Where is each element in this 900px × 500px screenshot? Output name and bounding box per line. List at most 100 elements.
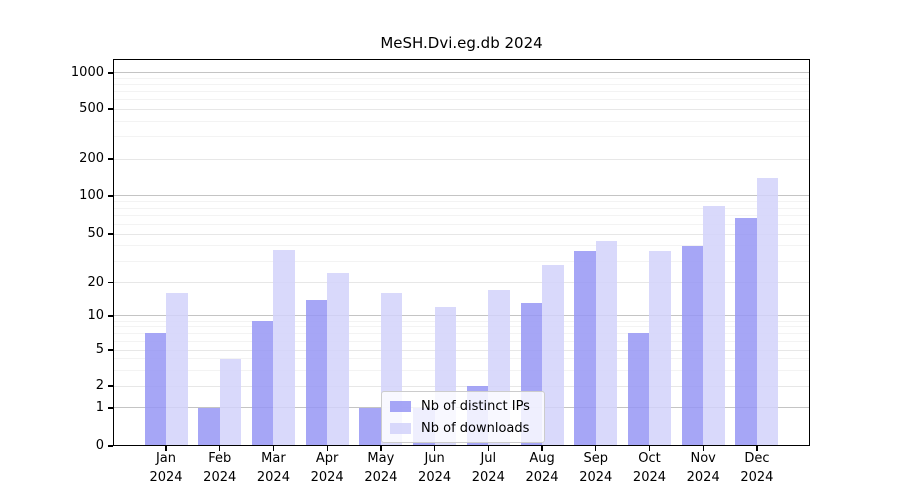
y-tick-label: 100 (79, 188, 104, 203)
x-tick-label-month: Jan (155, 451, 177, 466)
x-tick-mark (165, 446, 167, 451)
bar-downloads-jan (166, 293, 188, 446)
gridline (114, 233, 809, 235)
x-tick-label-year: 2024 (418, 470, 452, 485)
x-tick-mark (219, 446, 221, 451)
x-tick-label-month: Aug (529, 451, 555, 466)
gridline (114, 158, 809, 160)
minor-gridline (114, 84, 809, 86)
gridline (114, 385, 809, 387)
x-tick-mark (595, 446, 597, 451)
bar-downloads-oct (649, 251, 671, 446)
legend-label: Nb of distinct IPs (421, 398, 530, 414)
x-tick-label-year: 2024 (203, 470, 237, 485)
minor-gridline (114, 207, 809, 209)
y-tick-label: 1000 (70, 65, 104, 80)
x-tick-label-month: Nov (690, 451, 716, 466)
x-tick-label-year: 2024 (525, 470, 559, 485)
y-tick-label: 200 (79, 151, 104, 166)
minor-gridline (114, 320, 809, 322)
x-tick-label-month: Dec (744, 451, 770, 466)
minor-gridline (114, 260, 809, 262)
minor-gridline (114, 245, 809, 247)
y-tick-label: 0 (95, 438, 104, 453)
x-tick-label-month: Jun (424, 451, 445, 466)
x-tick-label-year: 2024 (310, 470, 344, 485)
x-tick-label-year: 2024 (740, 470, 774, 485)
legend-item: Nb of downloads (390, 417, 536, 439)
y-tick-label: 5 (95, 342, 104, 357)
y-tick-mark (108, 407, 113, 409)
bar-distinct-ips-nov (681, 245, 704, 446)
x-tick-label-month: Jul (480, 451, 497, 466)
bar-downloads-apr (327, 272, 349, 446)
y-tick-mark (108, 445, 113, 447)
bar-distinct-ips-sep (574, 251, 596, 446)
minor-gridline (114, 358, 809, 360)
bar-downloads-sep (595, 240, 618, 446)
minor-gridline (114, 136, 809, 138)
bar-distinct-ips-apr (305, 299, 328, 446)
x-tick-label-year: 2024 (579, 470, 613, 485)
minor-gridline (114, 99, 809, 101)
chart-title: MeSH.Dvi.eg.db 2024 (380, 34, 543, 52)
bar-downloads-nov (703, 206, 725, 446)
minor-gridline (114, 77, 809, 79)
y-tick-mark (108, 281, 113, 284)
minor-gridline (114, 369, 809, 371)
legend-swatch-icon (390, 400, 411, 412)
y-tick-label: 20 (87, 274, 104, 290)
y-tick-label: 500 (79, 101, 104, 116)
bar-distinct-ips-mar (251, 321, 274, 446)
x-tick-label-year: 2024 (256, 470, 290, 485)
minor-gridline (114, 120, 809, 122)
y-tick-mark (108, 233, 113, 235)
minor-gridline (114, 215, 809, 217)
legend-label: Nb of downloads (421, 420, 530, 436)
x-tick-label-month: Feb (208, 451, 232, 466)
x-tick-mark (541, 446, 543, 451)
legend-item: Nb of distinct IPs (390, 395, 536, 417)
major-gridline (114, 315, 809, 317)
y-tick-mark (108, 72, 113, 74)
y-tick-label: 50 (87, 226, 104, 241)
legend-swatch-icon (390, 422, 411, 434)
x-tick-mark (702, 446, 704, 451)
bar-distinct-ips-oct (627, 333, 650, 446)
bar-downloads-mar (273, 249, 295, 446)
y-tick-mark (108, 349, 113, 351)
bar-downloads-dec (756, 178, 779, 446)
x-tick-label-month: Mar (261, 451, 286, 466)
gridline (114, 282, 809, 283)
bar-distinct-ips-may (359, 408, 381, 446)
y-tick-mark (108, 315, 113, 317)
x-tick-label-month: Sep (583, 451, 608, 466)
y-tick-label: 1 (95, 400, 104, 415)
y-tick-mark (108, 158, 113, 160)
x-tick-mark (487, 446, 490, 451)
gridline (114, 349, 809, 351)
y-tick-mark (108, 195, 113, 197)
x-tick-mark (380, 446, 382, 451)
x-tick-label-year: 2024 (471, 470, 505, 485)
x-tick-mark (756, 446, 758, 451)
x-tick-mark (648, 446, 651, 451)
y-tick-label: 2 (95, 378, 104, 393)
minor-gridline (114, 326, 809, 328)
y-tick-label: 10 (87, 308, 104, 323)
x-tick-label-year: 2024 (632, 470, 667, 485)
minor-gridline (114, 332, 809, 334)
bar-distinct-ips-dec (735, 217, 757, 446)
minor-gridline (114, 91, 809, 93)
bar-distinct-ips-feb (198, 408, 220, 446)
x-tick-label-month: May (367, 451, 395, 466)
x-tick-label-month: Apr (315, 451, 339, 466)
x-tick-label-month: Oct (638, 451, 661, 466)
x-tick-label-year: 2024 (364, 470, 398, 485)
minor-gridline (114, 340, 809, 342)
bar-downloads-feb (219, 358, 242, 446)
x-tick-mark (272, 446, 275, 451)
x-tick-mark (326, 446, 328, 451)
bar-distinct-ips-jan (144, 333, 166, 446)
gridline (114, 108, 809, 110)
